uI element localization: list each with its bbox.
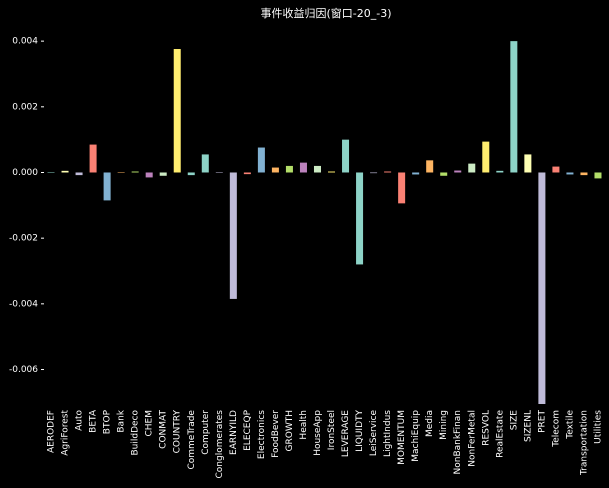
- bar: [454, 170, 462, 173]
- bar: [384, 171, 392, 173]
- x-tick-label: Electronics: [257, 410, 267, 459]
- bar: [173, 49, 181, 173]
- bar: [356, 172, 364, 265]
- bar: [47, 172, 55, 173]
- bar: [538, 172, 546, 404]
- bar: [145, 172, 153, 178]
- y-tick-label: -0.002: [9, 234, 38, 244]
- x-tick-label: RealEstate: [495, 410, 505, 458]
- bar: [257, 147, 265, 173]
- x-tick-label: RESVOL: [481, 410, 491, 446]
- x-tick-label: MachiEquip: [411, 410, 421, 462]
- bar: [426, 160, 434, 173]
- bar: [187, 172, 195, 176]
- x-tick-label: Conglomerates: [215, 410, 225, 479]
- x-tick-label: CONMAT: [159, 410, 169, 449]
- x-tick-label: COUNTRY: [173, 410, 183, 454]
- x-tick-label: Auto: [75, 410, 85, 431]
- x-tick-label: MOMENTUM: [397, 410, 407, 465]
- bar: [580, 172, 588, 176]
- x-tick-label: Utilities: [593, 410, 603, 444]
- bar: [229, 172, 237, 299]
- bar: [468, 163, 476, 173]
- x-tick-label: SIZE: [509, 410, 519, 431]
- x-tick-label: Textile: [565, 410, 575, 440]
- x-tick-label: LightIndus: [383, 410, 393, 457]
- bar: [482, 141, 490, 173]
- x-tick-label: LEVERAGE: [341, 410, 351, 457]
- x-tick-label: SIZENL: [523, 410, 533, 442]
- x-tick-label: CommeTrade: [187, 410, 197, 470]
- bar: [412, 172, 420, 175]
- x-tick-label: Bank: [117, 409, 127, 432]
- x-tick-label: ELECEQP: [243, 409, 253, 450]
- x-tick-label: AERODEF: [47, 410, 57, 453]
- x-tick-label: EARNYILD: [229, 410, 239, 455]
- y-tick-label: 0.002: [12, 102, 38, 112]
- bar: [370, 172, 378, 174]
- x-tick-label: AgriForest: [61, 410, 71, 456]
- x-tick-label: IronSteel: [327, 410, 337, 450]
- bar: [89, 144, 97, 173]
- x-tick-label: NonFerMetal: [467, 410, 477, 467]
- bar: [510, 41, 518, 173]
- bar: [117, 172, 125, 173]
- x-tick-label: BTOP: [103, 409, 113, 434]
- bar: [103, 172, 111, 201]
- bar: [524, 154, 532, 173]
- bar: [243, 172, 251, 175]
- x-tick-label: Media: [425, 410, 435, 437]
- bar: [75, 172, 83, 176]
- bar: [159, 172, 167, 176]
- bar: [398, 172, 406, 204]
- y-tick-label: -0.006: [9, 365, 38, 375]
- bar: [566, 172, 574, 175]
- bar: [61, 170, 69, 173]
- x-tick-label: Computer: [201, 410, 211, 455]
- x-tick-label: NonBankFinan: [453, 410, 463, 475]
- bar: [201, 154, 209, 173]
- x-tick-label: Health: [299, 410, 309, 440]
- y-tick-label: 0.000: [12, 168, 38, 178]
- chart-title: 事件收益归因(窗口-20_-3): [260, 6, 391, 20]
- x-tick-label: HouseApp: [313, 410, 323, 456]
- x-tick-label: LeiService: [369, 410, 379, 457]
- bar: [271, 167, 279, 173]
- bar: [342, 139, 350, 173]
- x-tick-label: Telecom: [551, 410, 561, 448]
- bar: [594, 172, 602, 179]
- x-tick-label: FoodBever: [271, 410, 281, 458]
- y-tick-label: 0.004: [12, 37, 38, 47]
- x-tick-label: PRET: [537, 410, 547, 433]
- bar: [285, 165, 293, 173]
- bar: [215, 172, 223, 173]
- bar: [313, 165, 321, 173]
- x-tick-label: BETA: [89, 409, 99, 433]
- x-tick-label: LIQUIDTY: [355, 410, 365, 452]
- x-tick-label: Transportation: [579, 410, 589, 476]
- bar: [440, 172, 448, 176]
- x-tick-label: BuildDeco: [131, 410, 141, 456]
- bar: [552, 166, 560, 173]
- x-tick-label: CHEM: [145, 410, 155, 437]
- x-tick-label: Mining: [439, 410, 449, 440]
- bar: [328, 171, 336, 173]
- bar: [496, 170, 504, 173]
- bar: [299, 162, 307, 173]
- y-tick-label: -0.004: [9, 299, 38, 309]
- bar: [131, 171, 139, 173]
- x-tick-label: GROWTH: [285, 410, 295, 451]
